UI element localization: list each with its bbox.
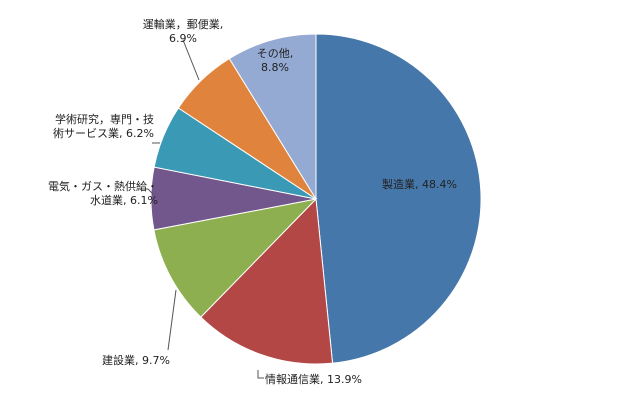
label-research-services: 学術研究，専門・技 術サービス業, 6.2%: [53, 113, 154, 140]
label-others: その他, 8.8%: [256, 47, 294, 74]
slice-info-communication: [200, 197, 334, 365]
label-manufacturing: 製造業, 48.4%: [382, 178, 457, 191]
slice-manufacturing: [315, 33, 482, 364]
label-construction: 建設業, 9.7%: [102, 354, 170, 367]
slice-others: [228, 33, 317, 201]
label-info-communication: 情報通信業, 13.9%: [265, 373, 362, 386]
leader-construction: [167, 289, 177, 351]
slice-construction: [153, 198, 318, 318]
leader-utilities: [140, 188, 155, 196]
leader-transport-postal: [182, 39, 200, 81]
leader-info-communication: [257, 370, 264, 379]
label-utilities: 電気・ガス・熱供給・ 水道業, 6.1%: [48, 180, 158, 207]
label-transport-postal: 運輸業，郵便業, 6.9%: [142, 18, 224, 45]
